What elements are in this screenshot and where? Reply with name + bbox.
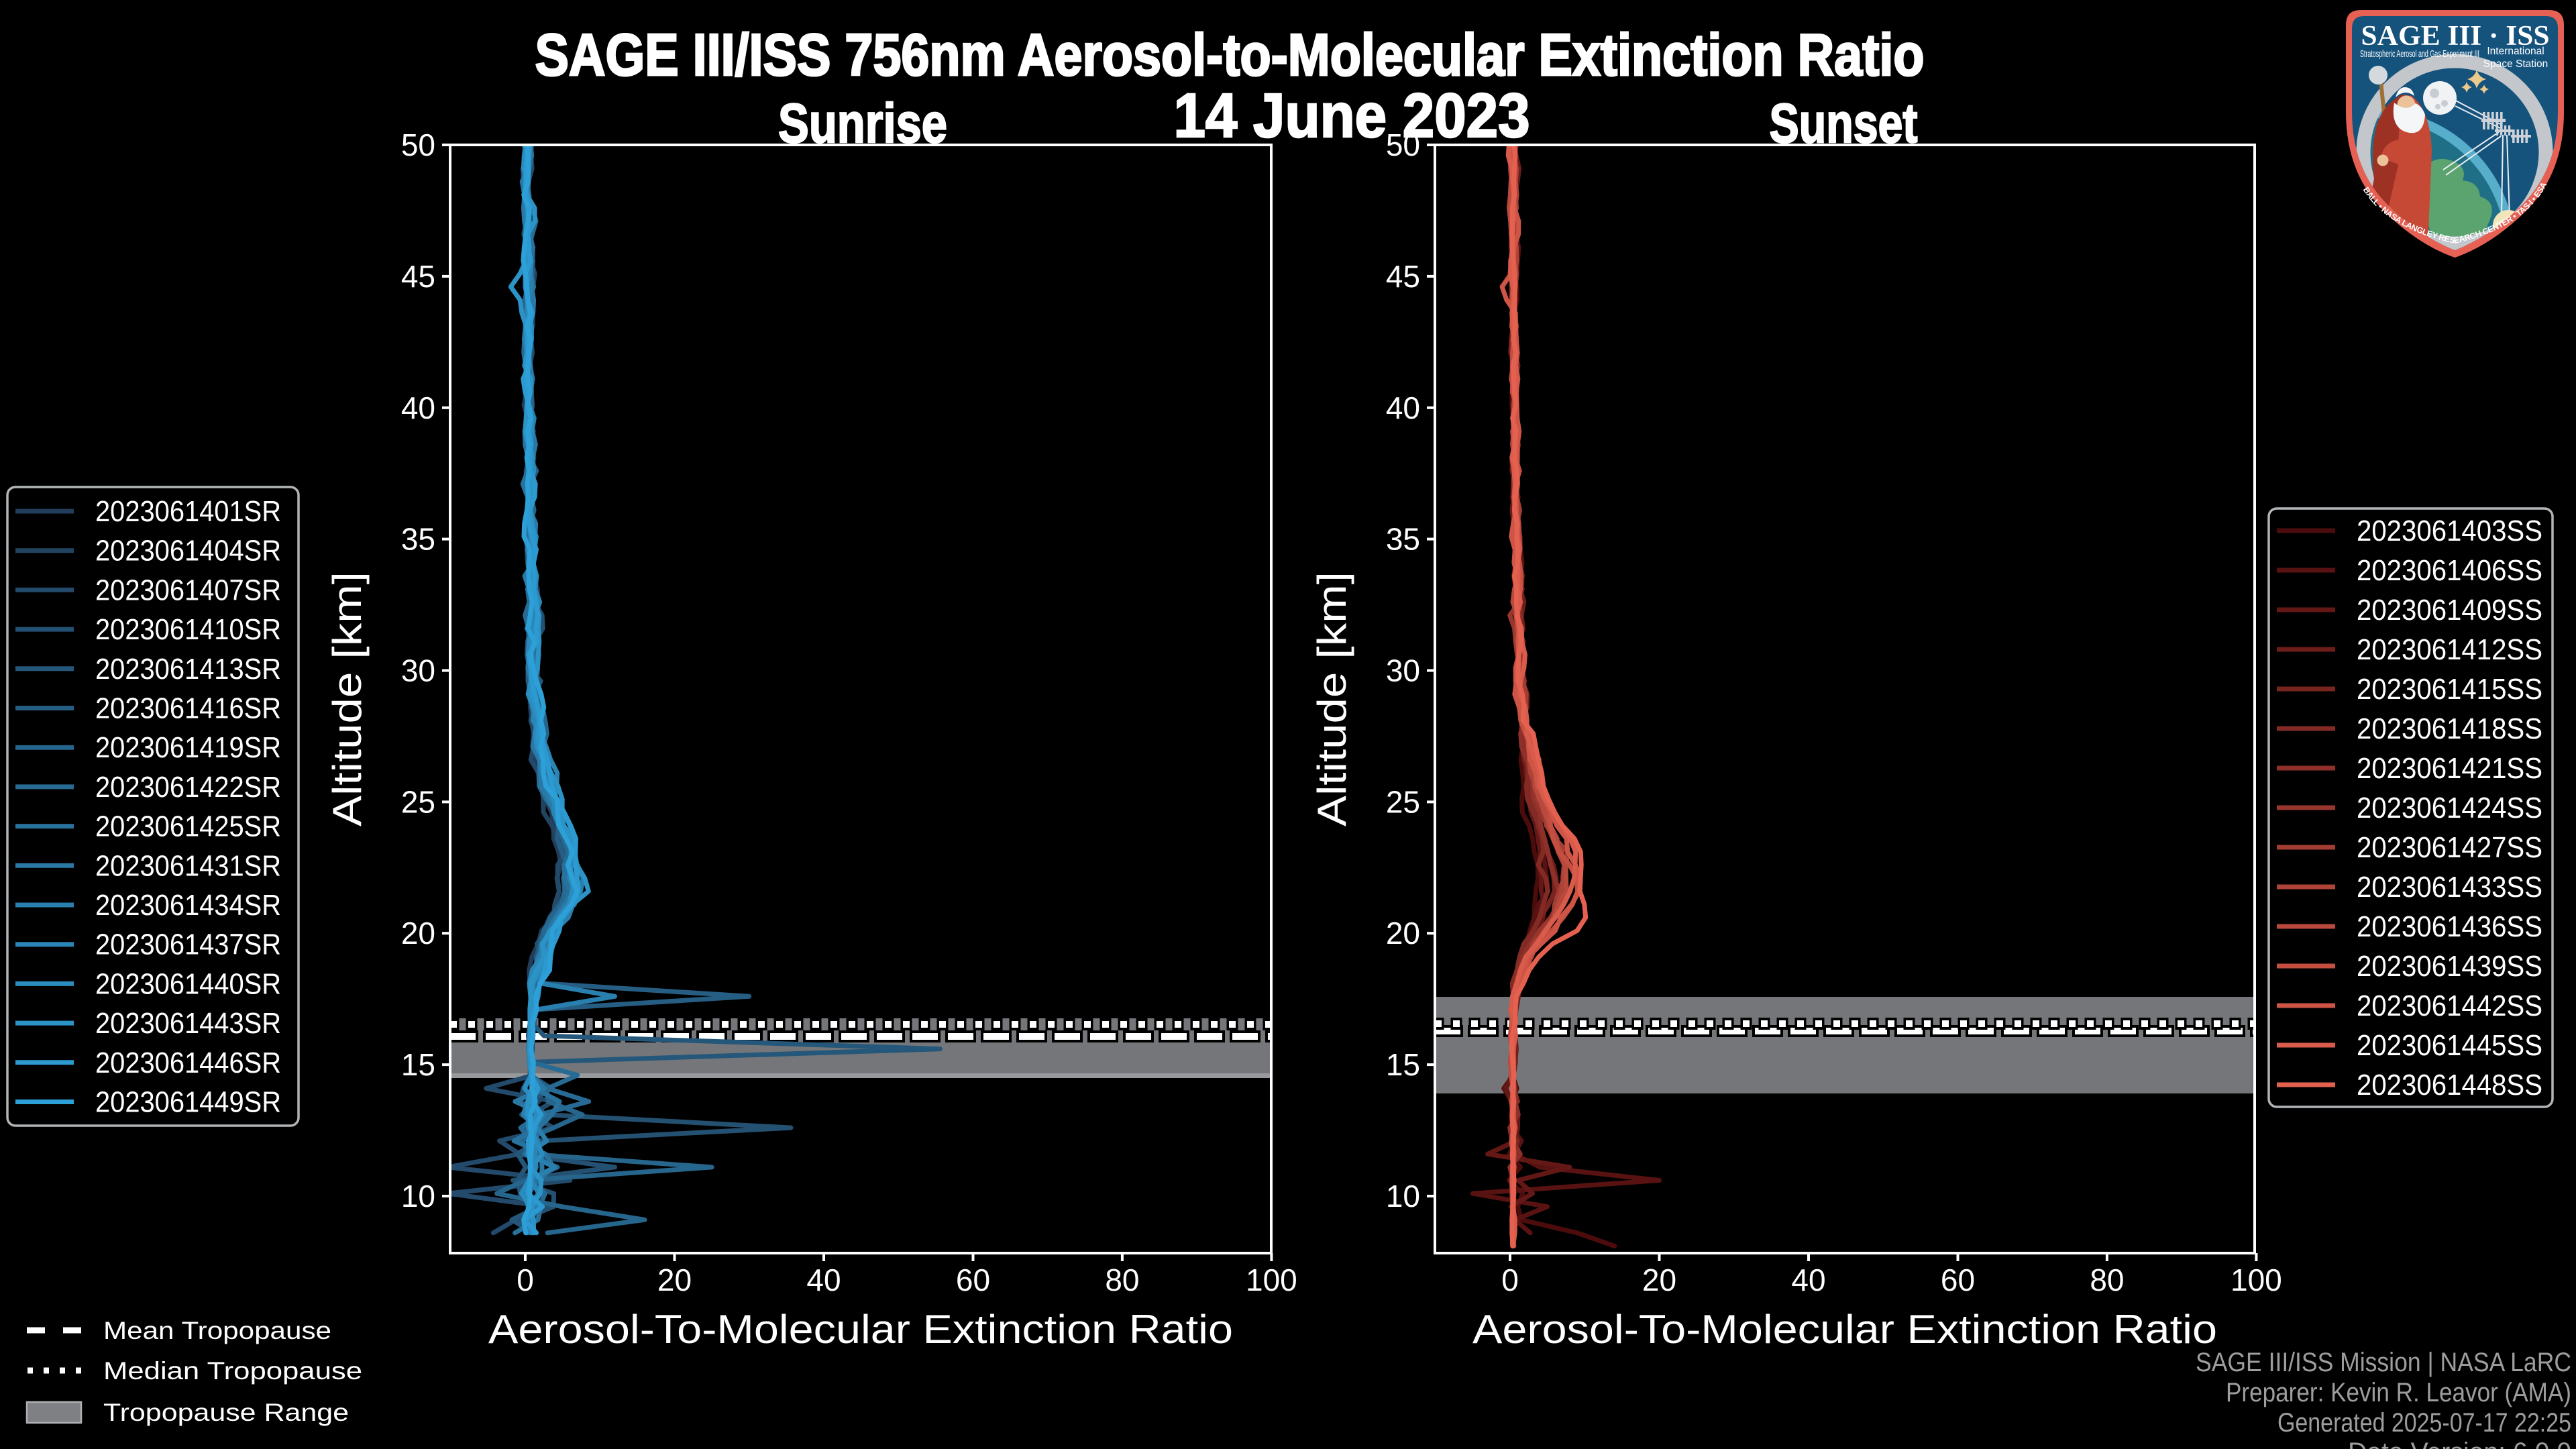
- svg-text:0: 0: [1501, 1263, 1519, 1297]
- svg-text:SAGE III/ISS Mission | NASA La: SAGE III/ISS Mission | NASA LaRC: [2196, 1348, 2571, 1377]
- svg-text:Space Station: Space Station: [2483, 58, 2548, 70]
- svg-text:Mean Tropopause: Mean Tropopause: [103, 1317, 331, 1344]
- svg-text:40: 40: [1386, 390, 1420, 425]
- svg-text:Aerosol-To-Molecular Extinctio: Aerosol-To-Molecular Extinction Ratio: [1472, 1307, 2217, 1352]
- svg-text:40: 40: [401, 390, 435, 425]
- svg-text:2023061431SR: 2023061431SR: [95, 849, 281, 882]
- svg-text:2023061403SS: 2023061403SS: [2357, 515, 2542, 547]
- svg-text:20: 20: [657, 1263, 692, 1297]
- svg-text:35: 35: [1386, 522, 1420, 557]
- svg-text:80: 80: [1105, 1263, 1139, 1297]
- svg-text:2023061412SS: 2023061412SS: [2357, 633, 2542, 666]
- svg-text:Tropopause Range: Tropopause Range: [103, 1399, 349, 1426]
- svg-text:2023061445SS: 2023061445SS: [2357, 1029, 2542, 1062]
- svg-text:80: 80: [2090, 1263, 2124, 1297]
- svg-text:2023061406SS: 2023061406SS: [2357, 554, 2542, 587]
- svg-text:2023061422SR: 2023061422SR: [95, 771, 281, 804]
- svg-text:30: 30: [1386, 653, 1420, 688]
- svg-text:2023061401SR: 2023061401SR: [95, 495, 281, 528]
- svg-text:2023061434SR: 2023061434SR: [95, 889, 281, 922]
- svg-text:50: 50: [401, 127, 435, 162]
- svg-text:2023061440SR: 2023061440SR: [95, 967, 281, 1000]
- svg-text:10: 10: [401, 1179, 435, 1214]
- svg-text:Altitude [km]: Altitude [km]: [1309, 572, 1354, 826]
- svg-text:2023061407SR: 2023061407SR: [95, 574, 281, 606]
- svg-text:2023061421SS: 2023061421SS: [2357, 752, 2542, 785]
- svg-text:SAGE III · ISS: SAGE III · ISS: [2361, 21, 2550, 52]
- svg-text:100: 100: [2231, 1263, 2282, 1297]
- svg-text:Generated 2025-07-17 22:25: Generated 2025-07-17 22:25: [2277, 1408, 2571, 1438]
- svg-text:Sunrise: Sunrise: [778, 92, 947, 154]
- svg-text:2023061443SR: 2023061443SR: [95, 1007, 281, 1040]
- svg-text:45: 45: [401, 259, 435, 294]
- svg-text:30: 30: [401, 653, 435, 688]
- svg-text:2023061415SS: 2023061415SS: [2357, 673, 2542, 706]
- svg-text:2023061436SS: 2023061436SS: [2357, 910, 2542, 943]
- svg-text:2023061449SR: 2023061449SR: [95, 1086, 281, 1119]
- svg-text:20: 20: [1386, 916, 1420, 951]
- svg-text:Altitude [km]: Altitude [km]: [325, 572, 370, 826]
- svg-text:2023061446SR: 2023061446SR: [95, 1046, 281, 1079]
- svg-text:50: 50: [1386, 127, 1420, 162]
- svg-text:2023061448SS: 2023061448SS: [2357, 1069, 2542, 1102]
- svg-text:Data Version: 6.0.0: Data Version: 6.0.0: [2348, 1438, 2571, 1449]
- svg-text:35: 35: [401, 522, 435, 557]
- svg-text:2023061439SS: 2023061439SS: [2357, 950, 2542, 983]
- svg-text:20: 20: [1642, 1263, 1676, 1297]
- svg-text:SAGE III/ISS 756nm Aerosol-to-: SAGE III/ISS 756nm Aerosol-to-Molecular …: [535, 21, 1925, 88]
- svg-text:2023061433SS: 2023061433SS: [2357, 871, 2542, 904]
- svg-text:25: 25: [1386, 784, 1420, 819]
- svg-text:40: 40: [806, 1263, 841, 1297]
- svg-text:2023061425SR: 2023061425SR: [95, 810, 281, 843]
- svg-text:25: 25: [401, 784, 435, 819]
- svg-text:14 June 2023: 14 June 2023: [1174, 80, 1530, 150]
- svg-text:60: 60: [956, 1263, 990, 1297]
- svg-text:2023061427SS: 2023061427SS: [2357, 831, 2542, 864]
- svg-text:2023061409SS: 2023061409SS: [2357, 594, 2542, 627]
- svg-text:0: 0: [517, 1263, 534, 1297]
- svg-text:15: 15: [401, 1047, 435, 1082]
- svg-text:2023061404SR: 2023061404SR: [95, 535, 281, 568]
- svg-text:2023061410SR: 2023061410SR: [95, 613, 281, 646]
- svg-text:2023061418SS: 2023061418SS: [2357, 712, 2542, 745]
- svg-text:15: 15: [1386, 1047, 1420, 1082]
- svg-text:International: International: [2487, 46, 2544, 57]
- svg-text:2023061413SR: 2023061413SR: [95, 653, 281, 686]
- svg-text:2023061424SS: 2023061424SS: [2357, 792, 2542, 824]
- svg-text:45: 45: [1386, 259, 1420, 294]
- svg-text:2023061437SR: 2023061437SR: [95, 928, 281, 961]
- svg-text:10: 10: [1386, 1179, 1420, 1214]
- svg-text:2023061416SR: 2023061416SR: [95, 692, 281, 725]
- svg-text:2023061442SS: 2023061442SS: [2357, 989, 2542, 1022]
- svg-text:Stratospheric Aerosol and Gas: Stratospheric Aerosol and Gas Experiment…: [2360, 49, 2479, 60]
- svg-text:Preparer: Kevin R. Leavor (AMA: Preparer: Kevin R. Leavor (AMA): [2226, 1378, 2571, 1407]
- svg-text:Aerosol-To-Molecular Extinctio: Aerosol-To-Molecular Extinction Ratio: [488, 1307, 1233, 1352]
- svg-text:2023061419SR: 2023061419SR: [95, 731, 281, 764]
- svg-text:Median Tropopause: Median Tropopause: [103, 1357, 362, 1385]
- svg-text:20: 20: [401, 916, 435, 951]
- svg-text:40: 40: [1791, 1263, 1825, 1297]
- svg-text:60: 60: [1941, 1263, 1975, 1297]
- svg-text:Sunset: Sunset: [1770, 92, 1918, 154]
- svg-text:100: 100: [1246, 1263, 1297, 1297]
